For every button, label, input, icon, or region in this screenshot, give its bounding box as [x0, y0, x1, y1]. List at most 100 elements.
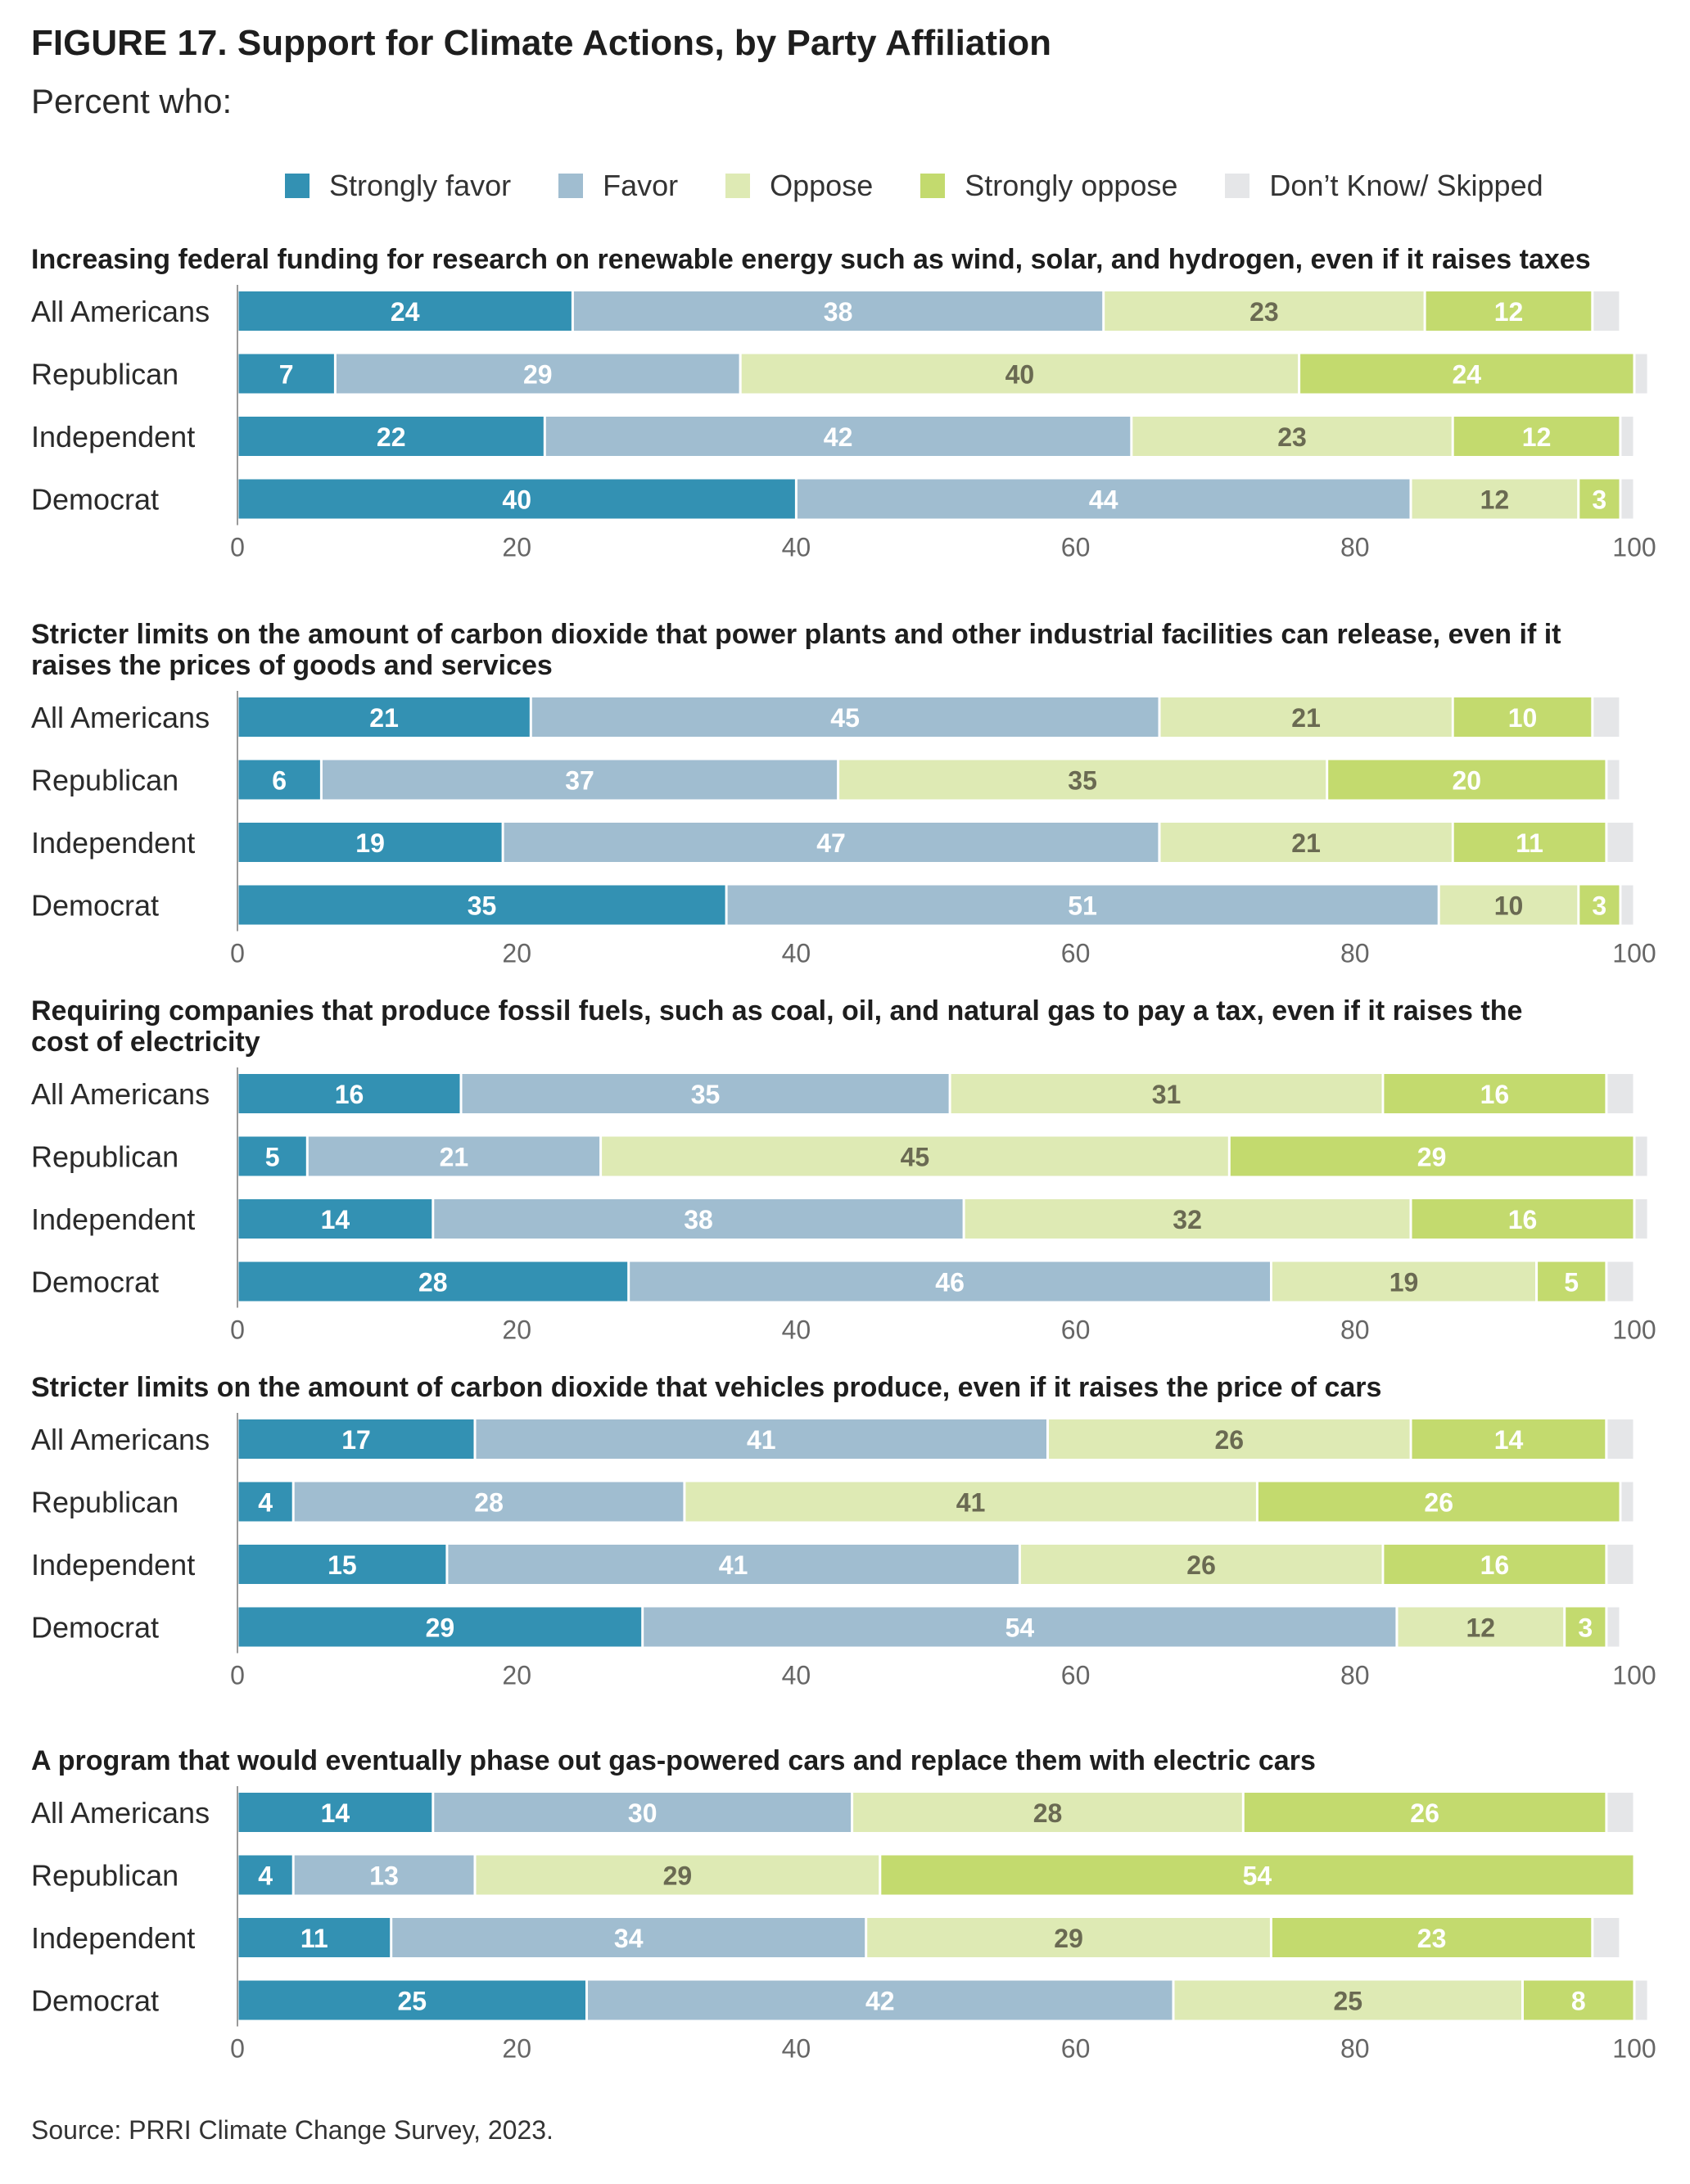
category-label: Democrat [31, 889, 159, 923]
bar-segment [1174, 1980, 1521, 2020]
bar-segment [965, 1199, 1410, 1239]
bar-segment [685, 1482, 1256, 1522]
bar-segment [238, 1607, 642, 1647]
x-tick-label: 0 [230, 1315, 245, 1345]
bar-segment [1412, 1419, 1606, 1459]
bar-segment [1607, 760, 1620, 800]
bar-segment [1621, 1482, 1634, 1522]
data-label: 12 [1522, 422, 1552, 452]
data-label: 21 [440, 1143, 469, 1172]
bar-segment [392, 1918, 865, 1957]
bar-segment [238, 823, 502, 862]
x-tick-label: 60 [1061, 1315, 1091, 1345]
bar-segment [1412, 479, 1578, 519]
category-label: Democrat [31, 483, 159, 517]
bar-segment [1384, 1074, 1606, 1113]
x-tick-label: 100 [1612, 1661, 1656, 1690]
data-label: 31 [1152, 1080, 1182, 1109]
bar-segment [1272, 1261, 1535, 1302]
bar-segment [238, 1199, 432, 1239]
data-label: 12 [1466, 1613, 1496, 1643]
data-label: 45 [830, 703, 860, 733]
bar-segment [1049, 1419, 1410, 1459]
bar-segment [1412, 1199, 1634, 1239]
category-label: Republican [31, 1140, 178, 1174]
bar-segment [238, 1793, 432, 1832]
bar-segment [504, 823, 1159, 862]
data-label: 34 [614, 1924, 644, 1953]
data-label: 30 [628, 1798, 657, 1828]
page-subtitle: Percent who: [31, 82, 233, 120]
data-label: 25 [1334, 1987, 1363, 2016]
data-label: 28 [1033, 1798, 1063, 1828]
data-label: 22 [377, 422, 406, 452]
x-tick-label: 20 [502, 1661, 531, 1690]
bar-segment [573, 291, 1103, 331]
x-tick-label: 80 [1340, 939, 1370, 968]
bar-segment [644, 1607, 1396, 1647]
x-tick-label: 20 [502, 1315, 531, 1345]
data-label: 15 [328, 1550, 357, 1580]
category-label: All Americans [31, 295, 210, 328]
data-label: 54 [1005, 1613, 1035, 1643]
data-label: 5 [1564, 1268, 1579, 1297]
bar-segment [1272, 1918, 1592, 1957]
bar-segment [1579, 885, 1620, 925]
data-label: 29 [1417, 1143, 1447, 1172]
bar-segment [1621, 885, 1634, 925]
bar-segment [1566, 1607, 1606, 1647]
bar-segment [1593, 697, 1620, 737]
category-label: Democrat [31, 1611, 159, 1645]
bar-segment [797, 479, 1410, 519]
data-label: 35 [468, 891, 497, 921]
bar-segment [1593, 291, 1620, 331]
data-label: 44 [1089, 485, 1118, 515]
data-label: 12 [1480, 485, 1510, 515]
legend-item-strongly-oppose: Strongly oppose [920, 169, 1177, 203]
bar-segment [1607, 1607, 1620, 1647]
bar-segment [1398, 1607, 1564, 1647]
x-tick-label: 80 [1340, 533, 1370, 562]
bar-segment [1635, 1980, 1647, 2020]
question-title: Stricter limits on the amount of carbon … [31, 619, 1561, 650]
bar-segment [448, 1545, 1019, 1584]
data-label: 3 [1578, 1613, 1593, 1643]
data-label: 41 [956, 1488, 986, 1518]
x-tick-label: 60 [1061, 939, 1091, 968]
data-label: 35 [1068, 766, 1097, 796]
legend-item-strongly-favor: Strongly favor [285, 169, 511, 203]
x-tick-label: 0 [230, 939, 245, 968]
data-label: 23 [1277, 422, 1307, 452]
chart-legend: Strongly favor Favor Oppose Strongly opp… [285, 165, 1591, 206]
category-label: All Americans [31, 1796, 210, 1830]
bar-segment [1524, 1980, 1634, 2020]
legend-item-favor: Favor [558, 169, 678, 203]
bar-segment [238, 1419, 474, 1459]
bar-segment [545, 417, 1131, 456]
bar-segment [238, 697, 530, 737]
legend-swatch-strongly-favor [285, 174, 310, 198]
bar-segment [602, 1136, 1228, 1176]
page-title: FIGURE 17. Support for Climate Actions, … [31, 23, 1051, 63]
bar-segment [881, 1855, 1634, 1895]
bar-segment [238, 417, 544, 456]
bar-segment [238, 1136, 306, 1176]
data-label: 23 [1249, 297, 1279, 327]
legend-item-oppose: Oppose [725, 169, 873, 203]
bar-segment [336, 354, 739, 394]
data-label: 11 [1516, 828, 1543, 858]
bar-segment [1258, 1482, 1620, 1522]
category-label: Democrat [31, 1984, 159, 2018]
bar-segment [588, 1980, 1173, 2020]
bar-segment [1607, 1074, 1634, 1113]
bar-segment [1020, 1545, 1382, 1584]
legend-swatch-dont-know [1225, 174, 1250, 198]
bar-segment [238, 354, 334, 394]
data-label: 10 [1508, 703, 1538, 733]
bar-segment [1579, 479, 1620, 519]
data-label: 23 [1417, 1924, 1447, 1953]
bar-segment [1607, 1793, 1634, 1832]
data-label: 14 [321, 1798, 350, 1828]
data-label: 45 [901, 1143, 930, 1172]
bar-segment [853, 1793, 1242, 1832]
